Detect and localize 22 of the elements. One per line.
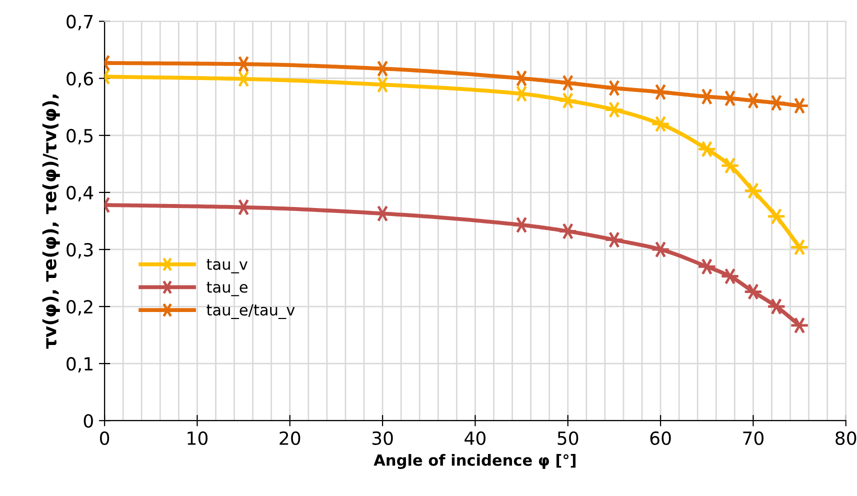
y-tick-label: 0: [84, 414, 93, 428]
y-axis-title: τv(φ), τe(φ), τe(φ)/τv(φ),: [42, 94, 60, 349]
x-tick-label: 40: [464, 431, 486, 445]
legend-label: tau_e: [206, 282, 248, 296]
y-tick-label: 0,4: [66, 186, 94, 202]
x-tick-label: 10: [188, 431, 208, 445]
legend-label: tau_v: [206, 258, 248, 274]
y-tick-label: 0,1: [66, 357, 92, 373]
x-tick-label: 30: [372, 431, 393, 445]
x-tick-label: 0: [100, 431, 110, 445]
legend-label: tau_e/tau_v: [206, 304, 295, 320]
x-tick-label: 70: [743, 431, 764, 445]
y-tick-label: 0,3: [66, 242, 93, 258]
x-tick-label: 60: [650, 431, 671, 445]
x-tick-label: 50: [558, 431, 578, 445]
y-tick-label: 0,5: [66, 128, 93, 144]
x-axis-title: Angle of incidence φ [°]: [374, 454, 576, 469]
y-tick-label: 0,7: [66, 14, 93, 30]
y-tick-label: 0,6: [66, 72, 93, 88]
x-tick-label: 20: [280, 431, 300, 445]
y-tick-label: 0,2: [66, 300, 92, 316]
x-tick-label: 80: [836, 431, 856, 445]
